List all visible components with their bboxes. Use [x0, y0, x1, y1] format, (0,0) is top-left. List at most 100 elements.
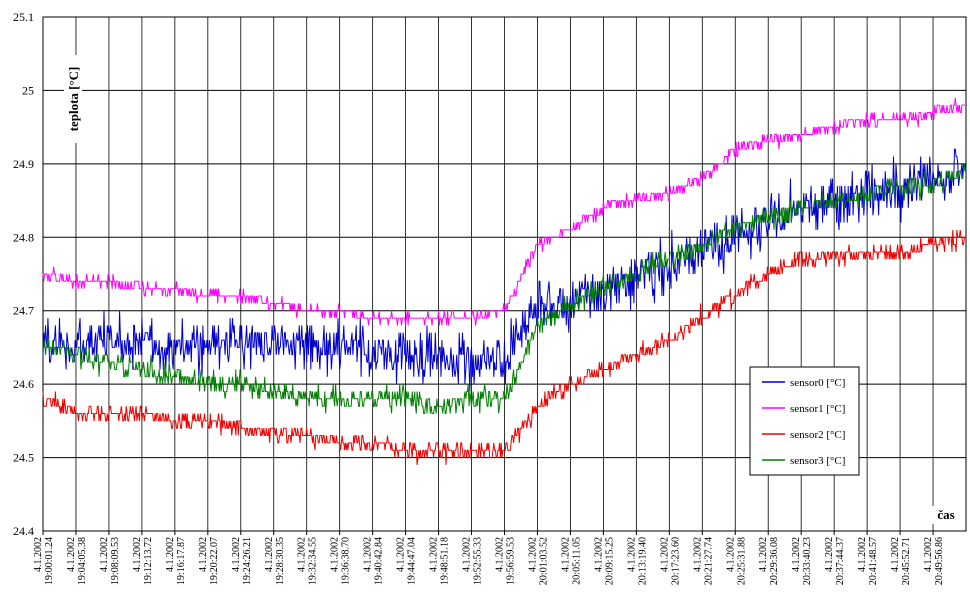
x-tick-date: 4.1.2002	[396, 537, 407, 572]
x-tick-time: 19:00:01.24	[44, 537, 55, 585]
x-tick-label: 4.1.2002 20:13:19.40	[626, 537, 648, 585]
x-tick-time: 19:20:22.07	[209, 537, 220, 585]
legend-label: sensor1 [°C]	[790, 403, 845, 415]
x-tick-date: 4.1.2002	[165, 537, 176, 572]
x-tick-time: 19:32:34.55	[308, 537, 319, 585]
x-tick-date: 4.1.2002	[923, 537, 934, 572]
x-tick-label: 4.1.2002 19:32:34.55	[297, 537, 319, 585]
x-tick-time: 20:25:31.88	[736, 537, 747, 585]
x-tick-date: 4.1.2002	[330, 537, 341, 572]
legend-label: sensor2 [°C]	[790, 429, 845, 441]
x-tick-time: 19:24:26.21	[242, 537, 253, 585]
x-tick-time: 20:37:44.37	[835, 537, 846, 585]
x-tick-label: 4.1.2002 20:33:40.23	[791, 537, 813, 585]
x-tick-time: 19:28:30.35	[275, 537, 286, 585]
x-tick-time: 19:52:55.33	[473, 537, 484, 585]
x-tick-label: 4.1.2002 19:28:30.35	[264, 537, 286, 585]
x-tick-label: 4.1.2002 19:56:59.53	[495, 537, 517, 585]
x-tick-label: 4.1.2002 19:00:01.24	[33, 537, 55, 585]
series-line-3	[43, 163, 966, 414]
x-tick-label: 4.1.2002 20:49:56.86	[923, 537, 945, 585]
x-tick-date: 4.1.2002	[659, 537, 670, 572]
x-tick-time: 20:49:56.86	[934, 537, 945, 585]
x-tick-label: 4.1.2002 19:08:09.53	[99, 537, 121, 585]
x-tick-date: 4.1.2002	[527, 537, 538, 572]
y-tick-label: 24.4	[13, 524, 34, 538]
x-tick-time: 20:21:27.74	[703, 537, 714, 585]
x-tick-label: 4.1.2002 20:29:36.08	[758, 537, 780, 585]
x-tick-time: 20:41:48.57	[868, 537, 879, 585]
x-tick-time: 19:36:38.70	[341, 537, 352, 585]
y-tick-label: 24.7	[13, 304, 34, 318]
x-tick-label: 4.1.2002 19:48:51.18	[429, 537, 451, 585]
x-tick-label: 4.1.2002 20:37:44.37	[824, 537, 846, 585]
x-tick-date: 4.1.2002	[264, 537, 275, 572]
x-tick-date: 4.1.2002	[231, 537, 242, 572]
x-tick-date: 4.1.2002	[758, 537, 769, 572]
x-tick-time: 19:40:42.84	[374, 537, 385, 585]
x-tick-label: 4.1.2002 20:09:15.25	[593, 537, 615, 585]
x-tick-date: 4.1.2002	[857, 537, 868, 572]
x-tick-time: 19:16:17.87	[176, 537, 187, 585]
x-tick-date: 4.1.2002	[824, 537, 835, 572]
y-axis-ticks: 24.4 24.5 24.6 24.7 24.8 24.9 25 25.1	[13, 10, 34, 538]
x-tick-date: 4.1.2002	[593, 537, 604, 572]
x-tick-time: 20:09:15.25	[604, 537, 615, 585]
x-tick-label: 4.1.2002 20:05:11.05	[560, 537, 582, 585]
x-tick-time: 20:33:40.23	[802, 537, 813, 585]
x-tick-time: 20:17:23.60	[670, 537, 681, 585]
grid-lines	[42, 16, 967, 532]
x-tick-time: 20:13:19.40	[637, 537, 648, 585]
x-tick-date: 4.1.2002	[297, 537, 308, 572]
x-tick-time: 20:45:52.71	[901, 537, 912, 585]
x-tick-date: 4.1.2002	[495, 537, 506, 572]
legend-box	[749, 366, 860, 476]
x-tick-label: 4.1.2002 19:20:22.07	[198, 537, 220, 585]
x-tick-label: 4.1.2002 20:45:52.71	[890, 537, 912, 585]
x-tick-date: 4.1.2002	[626, 537, 637, 572]
y-tick-label: 24.6	[13, 377, 34, 391]
x-tick-label: 4.1.2002 19:16:17.87	[165, 537, 187, 585]
y-tick-label: 24.8	[13, 230, 34, 244]
x-tick-time: 19:44:47.04	[407, 537, 418, 585]
x-tick-time: 20:01:03.52	[538, 537, 549, 585]
x-tick-date: 4.1.2002	[132, 537, 143, 572]
x-tick-label: 4.1.2002 20:41:48.57	[857, 537, 879, 585]
x-tick-date: 4.1.2002	[462, 537, 473, 572]
x-axis-title: čas	[937, 507, 954, 522]
x-tick-label: 4.1.2002 19:44:47.04	[396, 537, 418, 585]
x-tick-label: 4.1.2002 19:36:38.70	[330, 537, 352, 585]
x-tick-date: 4.1.2002	[890, 537, 901, 572]
x-tick-label: 4.1.2002 19:40:42.84	[363, 537, 385, 585]
x-tick-label: 4.1.2002 19:12:13.72	[132, 537, 154, 585]
x-tick-time: 19:04:05.38	[77, 537, 88, 585]
x-tick-time: 19:08:09.53	[110, 537, 121, 585]
x-tick-date: 4.1.2002	[198, 537, 209, 572]
y-axis-title-box: teplota [°C]	[64, 55, 82, 143]
x-axis-title-box: čas	[930, 506, 964, 524]
legend: sensor0 [°C] sensor1 [°C] sensor2 [°C] sens…	[749, 366, 860, 476]
x-tick-date: 4.1.2002	[692, 537, 703, 572]
x-tick-date: 4.1.2002	[33, 537, 44, 572]
x-tick-label: 4.1.2002 19:24:26.21	[231, 537, 253, 585]
y-axis-title: teplota [°C]	[66, 67, 81, 132]
x-tick-date: 4.1.2002	[99, 537, 110, 572]
x-tick-label: 4.1.2002 20:21:27.74	[692, 537, 714, 585]
x-tick-time: 19:56:59.53	[506, 537, 517, 585]
x-tick-time: 20:29:36.08	[769, 537, 780, 585]
x-tick-date: 4.1.2002	[363, 537, 374, 572]
x-tick-label: 4.1.2002 19:04:05.38	[66, 537, 88, 585]
y-tick-label: 24.5	[13, 451, 34, 465]
x-tick-time: 20:05:11.05	[571, 537, 582, 585]
series-line-0	[42, 148, 967, 392]
y-tick-label: 25.1	[13, 10, 34, 24]
y-tick-label: 24.9	[13, 157, 34, 171]
x-tick-date: 4.1.2002	[725, 537, 736, 572]
x-tick-date: 4.1.2002	[66, 537, 77, 572]
legend-label: sensor0 [°C]	[790, 377, 845, 389]
x-tick-date: 4.1.2002	[560, 537, 571, 572]
x-tick-time: 19:12:13.72	[143, 537, 154, 585]
x-tick-date: 4.1.2002	[791, 537, 802, 572]
series-line-2	[42, 229, 966, 465]
